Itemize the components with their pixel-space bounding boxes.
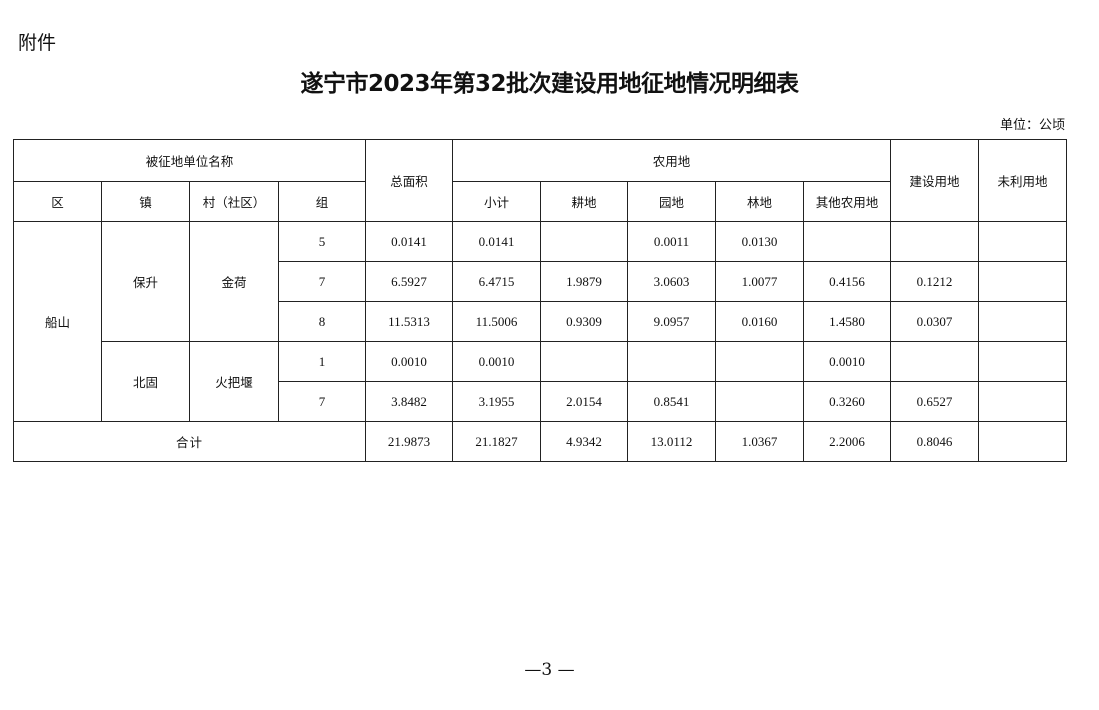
cell-district: 船山	[13, 221, 102, 422]
cell-total: 3.8482	[365, 381, 454, 422]
header-town: 镇	[101, 181, 190, 222]
cell-cultivated	[540, 341, 629, 382]
cell-forest	[715, 341, 805, 382]
cell-subtotal: 0.0141	[452, 221, 542, 262]
cell-unused	[978, 301, 1068, 342]
cell-town: 保升	[101, 221, 190, 342]
cell-unused	[978, 341, 1068, 382]
header-district: 区	[13, 181, 102, 222]
header-cultivated: 耕地	[540, 181, 629, 222]
cell-group: 7	[277, 261, 367, 302]
cell-construction: 0.8046	[890, 421, 980, 462]
cell-total: 11.5313	[365, 301, 454, 342]
header-garden: 园地	[627, 181, 717, 222]
cell-subtotal: 11.5006	[452, 301, 542, 342]
cell-group: 8	[277, 301, 367, 342]
cell-garden: 0.8541	[627, 381, 717, 422]
cell-construction: 0.6527	[890, 381, 980, 422]
cell-garden: 0.0011	[627, 221, 717, 262]
total-label: 合计	[12, 421, 367, 462]
cell-cultivated: 2.0154	[540, 381, 629, 422]
cell-other: 1.4580	[803, 301, 892, 342]
header-unused: 未利用地	[978, 139, 1068, 222]
cell-cultivated: 0.9309	[540, 301, 629, 342]
cell-unused	[978, 381, 1068, 422]
cell-cultivated: 4.9342	[540, 421, 629, 462]
cell-forest: 1.0077	[715, 261, 805, 302]
cell-total: 0.0141	[365, 221, 454, 262]
cell-cultivated: 1.9879	[540, 261, 629, 302]
cell-garden	[627, 341, 717, 382]
cell-forest: 1.0367	[715, 421, 805, 462]
cell-subtotal: 3.1955	[452, 381, 542, 422]
cell-town: 北固	[101, 341, 190, 422]
cell-garden: 3.0603	[627, 261, 717, 302]
cell-total: 6.5927	[365, 261, 454, 302]
land-acquisition-table: 被征地单位名称 总面积 农用地 建设用地 未利用地 区 镇 村（社区） 组 小计…	[12, 139, 1068, 462]
page-number: —3 —	[524, 660, 575, 680]
cell-other	[803, 221, 892, 262]
cell-other: 0.4156	[803, 261, 892, 302]
header-unit-name: 被征地单位名称	[12, 139, 367, 182]
cell-group: 5	[277, 221, 367, 262]
attachment-label: 附件	[18, 32, 57, 54]
header-subtotal: 小计	[452, 181, 542, 222]
cell-garden: 13.0112	[627, 421, 717, 462]
cell-group: 1	[277, 341, 367, 382]
cell-forest: 0.0160	[715, 301, 805, 342]
cell-village: 金荷	[189, 221, 279, 342]
cell-construction	[890, 221, 980, 262]
cell-subtotal: 6.4715	[452, 261, 542, 302]
header-group: 组	[277, 181, 367, 222]
header-agricultural: 农用地	[452, 139, 892, 182]
page-title: 遂宁市2023年第32批次建设用地征地情况明细表	[300, 71, 799, 97]
cell-unused	[978, 421, 1068, 462]
cell-unused	[978, 261, 1068, 302]
table-row: 8 11.5313 11.5006 0.9309 9.0957 0.0160 1.4580 0…	[14, 301, 1068, 342]
header-forest: 林地	[715, 181, 805, 222]
cell-forest: 0.0130	[715, 221, 805, 262]
header-row: 区 镇 村（社区） 组 小计 耕地 园地 林地 其他农用地	[13, 181, 1067, 222]
cell-construction: 0.1212	[890, 261, 980, 302]
cell-cultivated	[540, 221, 629, 262]
table-row: 7 3.8482 3.1955 2.0154 0.8541 0.3260 0.6527	[14, 381, 1068, 422]
cell-subtotal: 21.1827	[452, 421, 542, 462]
cell-total: 0.0010	[365, 341, 454, 382]
table-row: 船山 保升 金荷 5 0.0141 0.0141 0.0011 0.0130	[13, 221, 1068, 422]
cell-garden: 9.0957	[627, 301, 717, 342]
header-total-area: 总面积	[365, 139, 454, 222]
cell-construction: 0.0307	[890, 301, 980, 342]
cell-unused	[978, 221, 1068, 262]
header-row: 被征地单位名称 总面积 农用地 建设用地 未利用地	[12, 139, 1068, 222]
cell-forest	[715, 381, 805, 422]
cell-village: 火把堰	[189, 341, 279, 422]
cell-subtotal: 0.0010	[452, 341, 542, 382]
header-village: 村（社区）	[189, 181, 279, 222]
cell-other: 0.0010	[803, 341, 892, 382]
cell-total: 21.9873	[365, 421, 454, 462]
cell-other: 0.3260	[803, 381, 892, 422]
total-row: 合计 21.9873 21.1827 4.9342 13.0112 1.0367…	[12, 421, 1068, 462]
unit-label: 单位：公顷	[999, 118, 1065, 133]
table-row: 北固 火把堰 1 0.0010 0.0010 0.0010	[14, 341, 1068, 422]
cell-construction	[890, 341, 980, 382]
header-other-agri: 其他农用地	[803, 181, 892, 222]
cell-other: 2.2006	[803, 421, 892, 462]
header-construction: 建设用地	[890, 139, 980, 222]
cell-group: 7	[277, 381, 367, 422]
